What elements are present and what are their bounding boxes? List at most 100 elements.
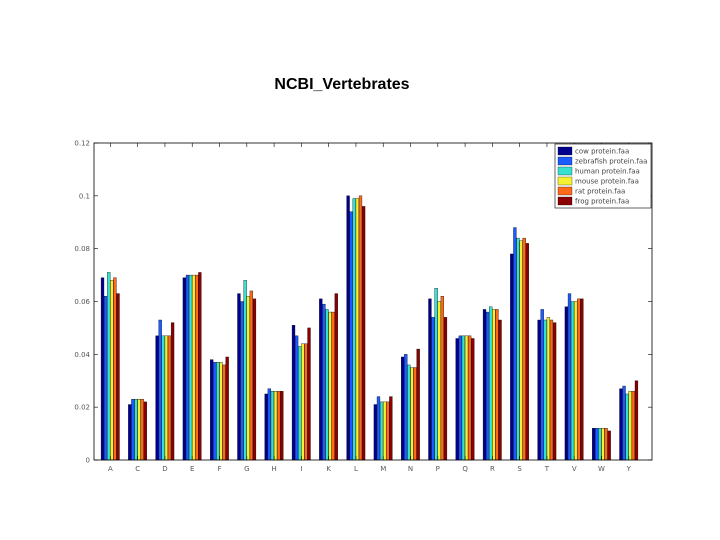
bar xyxy=(434,288,438,461)
legend-swatch xyxy=(557,196,573,206)
y-tick-label: 0.06 xyxy=(74,298,90,306)
bar xyxy=(319,298,323,461)
bar xyxy=(107,272,111,461)
bar xyxy=(389,396,393,461)
bar xyxy=(352,198,356,461)
bar xyxy=(355,198,360,461)
bar xyxy=(577,298,581,461)
x-tick-label: S xyxy=(517,465,522,473)
chart-title: NCBI_Vertebrates xyxy=(274,76,410,93)
bar xyxy=(455,338,459,461)
bar xyxy=(195,274,199,461)
bar xyxy=(525,243,529,461)
x-tick-label: T xyxy=(544,465,550,473)
bar xyxy=(307,327,311,461)
bar xyxy=(294,335,299,461)
bar xyxy=(291,325,296,461)
bar xyxy=(619,388,623,461)
bar xyxy=(155,335,159,461)
bar xyxy=(498,319,502,461)
bar xyxy=(543,319,547,461)
bar xyxy=(134,399,138,461)
legend-label: zebrafish protein.faa xyxy=(575,158,647,166)
x-tick-label: P xyxy=(436,465,440,473)
x-tick-label: V xyxy=(572,465,577,473)
bar xyxy=(601,428,605,461)
bar xyxy=(252,298,257,461)
bar xyxy=(100,277,105,461)
x-tick-label: A xyxy=(108,465,113,473)
legend-swatch xyxy=(557,166,573,176)
y-tick-label: 0 xyxy=(86,457,90,465)
bar xyxy=(401,356,405,461)
y-tick-label: 0.1 xyxy=(79,192,90,200)
bar xyxy=(103,296,108,461)
bar xyxy=(328,311,332,461)
bar xyxy=(210,359,214,461)
bar xyxy=(486,311,490,461)
bar xyxy=(240,301,244,461)
bar xyxy=(546,317,551,461)
bar xyxy=(428,298,432,461)
bar xyxy=(143,401,147,461)
bar xyxy=(273,391,278,461)
bar xyxy=(516,237,520,461)
bar xyxy=(407,364,411,461)
bar xyxy=(376,396,381,461)
bar xyxy=(631,391,635,461)
bar xyxy=(325,309,329,461)
bar xyxy=(322,303,326,461)
bar xyxy=(140,399,144,461)
bar xyxy=(158,319,162,461)
x-tick-label: G xyxy=(244,465,249,473)
bar xyxy=(349,211,353,461)
bar xyxy=(198,272,202,461)
bar xyxy=(443,317,448,461)
bar xyxy=(222,364,226,461)
bar xyxy=(410,367,414,461)
x-tick-label: K xyxy=(326,465,331,473)
bar xyxy=(413,367,417,461)
bar xyxy=(540,309,544,461)
bar xyxy=(464,335,469,461)
ticks-layer: 0 0.02 0.04 0.06 0.08 0.1 0.12 A C D E F G H I K L M N P Q R S… xyxy=(74,140,652,473)
legend-swatch xyxy=(557,146,573,156)
bar xyxy=(416,348,420,461)
bar xyxy=(549,319,554,461)
bar xyxy=(346,195,350,461)
bar xyxy=(249,290,253,461)
bar xyxy=(437,301,441,461)
bar xyxy=(188,274,193,461)
bar xyxy=(592,428,596,461)
x-tick-label: L xyxy=(354,465,358,473)
bar xyxy=(522,237,526,461)
y-tick-label: 0.08 xyxy=(74,245,90,253)
bar xyxy=(482,309,487,461)
bar xyxy=(495,309,499,461)
bar xyxy=(489,306,493,461)
legend-swatch xyxy=(557,186,573,196)
legend-label: mouse protein.faa xyxy=(575,178,639,186)
bar xyxy=(298,346,302,461)
x-tick-label: C xyxy=(135,465,140,473)
bar xyxy=(379,401,384,461)
legend-label: cow protein.faa xyxy=(575,148,629,156)
x-tick-label: W xyxy=(598,465,605,473)
bar xyxy=(167,335,172,461)
bar xyxy=(128,404,132,461)
bar xyxy=(440,296,444,461)
bar xyxy=(404,354,408,461)
bar xyxy=(628,391,632,461)
bar xyxy=(182,277,187,461)
bar xyxy=(116,293,120,461)
bar xyxy=(137,399,141,461)
bar xyxy=(580,298,584,461)
bar xyxy=(358,195,363,461)
bar xyxy=(564,306,569,461)
y-tick-label: 0.04 xyxy=(74,351,90,359)
legend-swatch xyxy=(557,176,573,186)
bar xyxy=(192,274,196,461)
x-tick-label: D xyxy=(162,465,167,473)
bar xyxy=(213,362,217,461)
